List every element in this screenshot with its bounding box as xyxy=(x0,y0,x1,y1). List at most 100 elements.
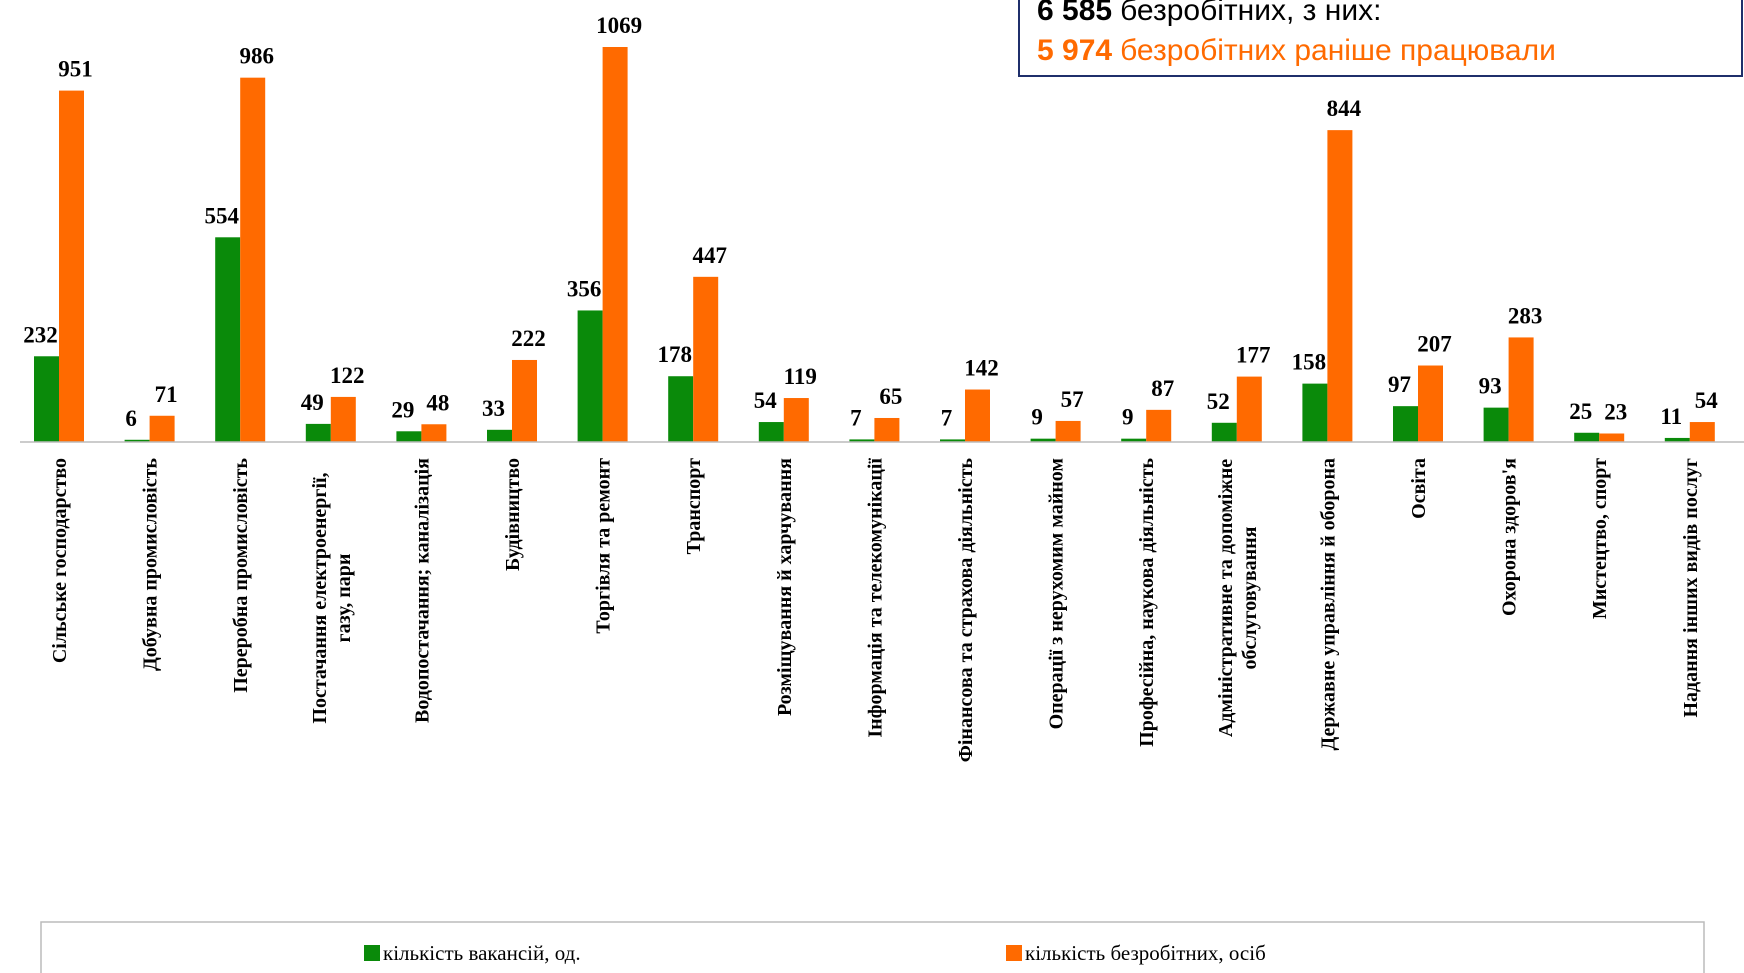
bar xyxy=(1146,409,1172,442)
value-label: 232 xyxy=(23,322,58,347)
bar xyxy=(577,310,603,442)
bar xyxy=(1121,438,1147,442)
value-label: 122 xyxy=(330,363,365,388)
x-tick-label: Транспорт xyxy=(683,458,705,554)
value-label: 951 xyxy=(58,57,93,82)
x-tick-label: Мистецтво, спорт xyxy=(1589,458,1611,619)
summary-line: 5 974 безробітних раніше працювали xyxy=(1037,34,1556,67)
value-label: 25 xyxy=(1569,399,1592,424)
x-tick-label: Охорона здоров'я xyxy=(1499,458,1521,616)
bar xyxy=(396,431,422,442)
legend-swatch xyxy=(364,945,380,961)
bar xyxy=(512,359,537,442)
value-label: 9 xyxy=(1031,405,1043,430)
x-tick-label: Будівництво xyxy=(502,458,524,571)
legend-label: кількість вакансій, од. xyxy=(383,941,581,965)
x-tick-label: Надання інших видів послуг xyxy=(1680,458,1702,718)
value-label: 23 xyxy=(1604,400,1627,425)
bar xyxy=(1211,422,1237,442)
value-label: 57 xyxy=(1061,387,1084,412)
x-tick-label: Добувна промисловість xyxy=(140,458,162,671)
value-label: 158 xyxy=(1292,350,1327,375)
bar xyxy=(59,90,84,442)
summary-text: безробітних раніше працювали xyxy=(1120,34,1556,67)
x-tick-label: Водопостачання; каналізація xyxy=(411,458,433,723)
x-tick-label: Торгівля та ремонт xyxy=(593,458,615,634)
value-label: 7 xyxy=(941,405,953,430)
bar xyxy=(940,439,965,442)
value-label: 97 xyxy=(1388,372,1411,397)
legend-box xyxy=(40,921,1705,973)
value-label: 222 xyxy=(511,326,546,351)
value-label: 29 xyxy=(391,397,414,422)
bar xyxy=(1327,130,1353,443)
bar xyxy=(149,415,175,442)
bar xyxy=(1055,420,1081,442)
bar xyxy=(1418,365,1443,442)
bar xyxy=(1030,438,1056,442)
bar xyxy=(305,423,331,442)
value-label: 49 xyxy=(301,390,324,415)
bar xyxy=(758,422,784,442)
summary-number: 5 974 xyxy=(1037,34,1112,67)
bar xyxy=(1236,376,1262,442)
legend-swatch xyxy=(1006,945,1022,961)
value-label: 65 xyxy=(879,384,902,409)
value-label: 7 xyxy=(850,405,862,430)
value-label: 986 xyxy=(239,44,274,69)
value-label: 48 xyxy=(426,390,449,415)
bar xyxy=(124,439,150,442)
bar xyxy=(421,424,447,442)
x-tick-label: Інформація та телекомунікації xyxy=(864,458,886,738)
legend-label: кількість безробітних, осіб xyxy=(1025,941,1266,965)
value-label: 33 xyxy=(482,396,505,421)
bar xyxy=(874,417,900,442)
x-tick-label: Сільське господарство xyxy=(49,458,71,663)
bar xyxy=(1393,406,1418,442)
summary-box xyxy=(1018,0,1743,77)
summary-line: 6 585 безробітних, з них: xyxy=(1037,0,1381,27)
bar xyxy=(215,237,241,442)
bar xyxy=(693,276,719,442)
value-label: 93 xyxy=(1479,374,1502,399)
x-tick-label: Постачання електроенергії, xyxy=(309,472,331,723)
bar xyxy=(1574,432,1600,442)
value-label: 447 xyxy=(692,243,727,268)
value-label: 1069 xyxy=(596,13,642,38)
bar xyxy=(1689,422,1715,442)
value-label: 283 xyxy=(1508,303,1543,328)
bar xyxy=(1508,337,1534,442)
x-tick-label: Адміністративне та допоміжне xyxy=(1215,459,1237,737)
value-label: 356 xyxy=(567,276,602,301)
value-label: 207 xyxy=(1417,332,1452,357)
bar xyxy=(849,439,875,442)
bar xyxy=(668,376,694,442)
x-tick-label: Переробна промисловість xyxy=(230,458,252,693)
value-label: 11 xyxy=(1660,404,1682,429)
value-label: 119 xyxy=(784,364,817,389)
summary-text: безробітних, з них: xyxy=(1120,0,1381,27)
x-tick-label: Освіта xyxy=(1408,458,1430,519)
x-tick-label: Державне управління й оборона xyxy=(1317,458,1339,750)
bar xyxy=(1483,407,1509,442)
bar xyxy=(602,47,628,442)
value-label: 142 xyxy=(964,356,999,381)
value-label: 54 xyxy=(754,388,778,413)
bar xyxy=(34,356,59,442)
x-tick-label: Розміщування й харчування xyxy=(774,458,796,716)
value-label: 177 xyxy=(1236,343,1271,368)
x-tick-label: газу, пари xyxy=(333,554,355,643)
value-label: 71 xyxy=(155,382,178,407)
value-label: 178 xyxy=(657,342,692,367)
value-label: 54 xyxy=(1695,388,1719,413)
bar xyxy=(1664,437,1690,442)
bar xyxy=(1599,433,1625,442)
bar xyxy=(330,396,356,442)
x-tick-label: Операції з нерухомим майном xyxy=(1046,458,1068,729)
bar xyxy=(487,429,512,442)
value-label: 87 xyxy=(1151,376,1174,401)
value-label: 52 xyxy=(1207,389,1230,414)
bar xyxy=(240,77,266,442)
bar xyxy=(965,389,990,442)
